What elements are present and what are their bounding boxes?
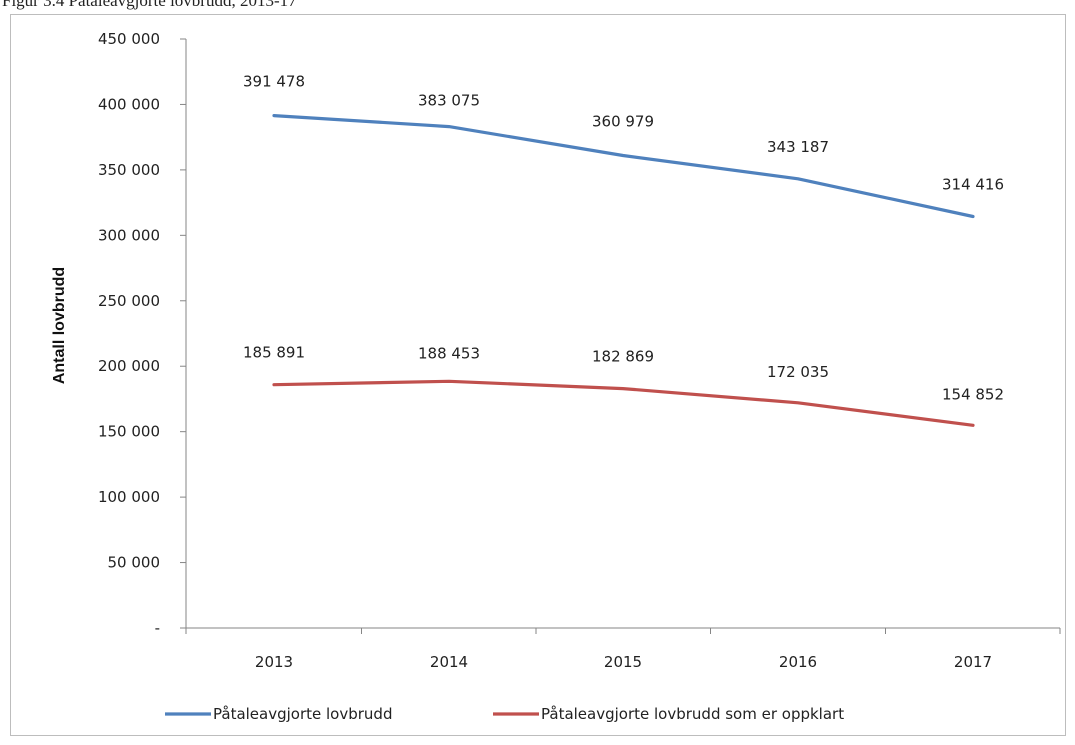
- y-tick-label: 400 000: [98, 95, 160, 113]
- figure-title: Figur 3.4 Påtaleavgjorte lovbrudd, 2013-…: [2, 0, 297, 10]
- data-label: 391 478: [243, 73, 305, 91]
- legend-label: Påtaleavgjorte lovbrudd: [213, 705, 392, 723]
- data-label: 360 979: [592, 113, 654, 131]
- x-tick-label: 2014: [430, 653, 468, 671]
- x-tick-label: 2013: [255, 653, 293, 671]
- x-tick-label: 2015: [604, 653, 642, 671]
- y-axis-title: Antall lovbrudd: [51, 267, 68, 384]
- y-tick-label: 450 000: [98, 30, 160, 48]
- data-label: 383 075: [418, 92, 480, 110]
- data-label: 172 035: [767, 363, 829, 381]
- y-tick-label: 350 000: [98, 161, 160, 179]
- y-tick-label: 250 000: [98, 292, 160, 310]
- data-label: 185 891: [243, 344, 305, 362]
- data-label: 343 187: [767, 138, 829, 156]
- series-line-1: [272, 113, 975, 219]
- y-tick-label: 150 000: [98, 423, 160, 441]
- y-tick-label: 50 000: [108, 554, 161, 572]
- data-label: 188 453: [418, 344, 480, 362]
- x-tick-label: 2016: [779, 653, 817, 671]
- y-tick-label: 300 000: [98, 226, 160, 244]
- data-label: 182 869: [592, 348, 654, 366]
- series-line-2: [272, 379, 975, 427]
- data-label: 314 416: [942, 175, 1004, 193]
- y-tick-label: 100 000: [98, 488, 160, 506]
- y-tick-label: 200 000: [98, 357, 160, 375]
- x-tick-label: 2017: [954, 653, 992, 671]
- legend-label: Påtaleavgjorte lovbrudd som er oppklart: [541, 705, 844, 723]
- data-label: 154 852: [942, 385, 1004, 403]
- y-tick-label: -: [155, 619, 160, 637]
